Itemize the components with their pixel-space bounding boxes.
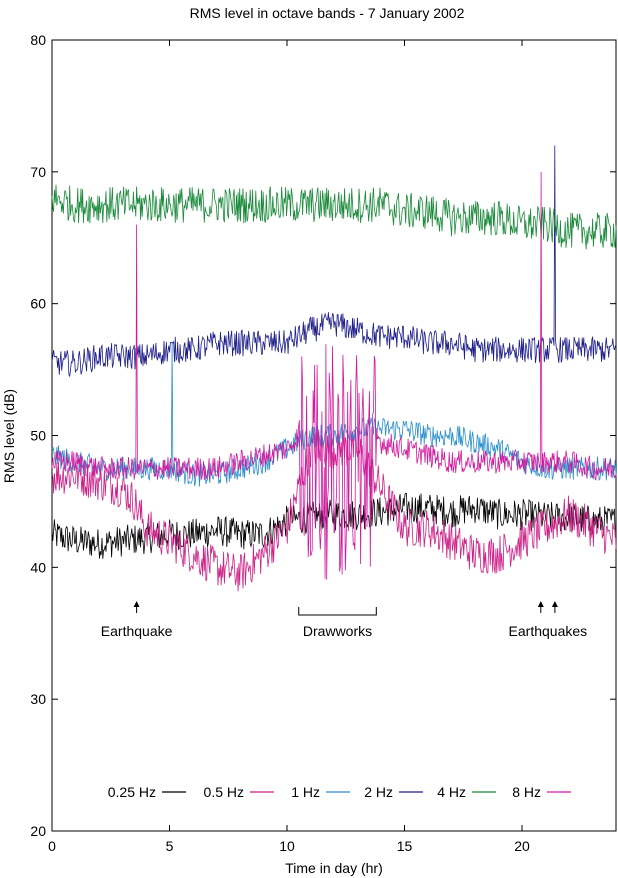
y-tick-label: 20 (30, 823, 46, 839)
annotation-label: Drawworks (303, 623, 372, 639)
annotation-arrowhead (537, 601, 544, 607)
legend-label: 2 Hz (364, 784, 393, 800)
series-layer (51, 145, 617, 592)
series-line-2-hz (51, 145, 617, 378)
y-tick-label: 70 (30, 164, 46, 180)
legend: 0.25 Hz 0.5 Hz 1 Hz 2 Hz 4 Hz 8 Hz (108, 784, 571, 800)
y-tick-label: 30 (30, 691, 46, 707)
plot-area: 0 5 10 15 20 20 30 40 50 60 70 80 Earthquake Drawwo… (30, 32, 617, 854)
x-tick-label: 20 (514, 838, 530, 854)
x-tick-label: 0 (48, 838, 56, 854)
annotation-label: Earthquake (101, 623, 173, 639)
y-tick-label: 80 (30, 32, 46, 48)
x-tick-label: 10 (279, 838, 295, 854)
y-tick-label: 60 (30, 296, 46, 312)
legend-label: 0.5 Hz (204, 784, 244, 800)
chart-title: RMS level in octave bands - 7 January 20… (190, 5, 465, 21)
series-line-0-5-hz (51, 428, 617, 592)
y-tick-label: 40 (30, 559, 46, 575)
y-tick-label: 50 (30, 428, 46, 444)
legend-label: 0.25 Hz (108, 784, 156, 800)
legend-label: 1 Hz (291, 784, 320, 800)
x-tick-label: 15 (397, 838, 413, 854)
annotation-arrowhead (133, 601, 140, 607)
series-line-8-hz (51, 171, 617, 580)
legend-label: 4 Hz (437, 784, 466, 800)
legend-label: 8 Hz (512, 784, 541, 800)
annotation-arrowhead (551, 601, 558, 607)
y-axis-ticks: 20 30 40 50 60 70 80 (30, 32, 616, 839)
annotation-bracket (298, 607, 377, 616)
x-tick-label: 5 (166, 838, 174, 854)
series-line-4-hz (51, 184, 617, 250)
annotation-layer: Earthquake Drawworks Earthquakes (101, 601, 587, 639)
y-axis-label: RMS level (dB) (1, 389, 17, 483)
x-axis-ticks: 0 5 10 15 20 (48, 40, 530, 854)
annotation-label: Earthquakes (509, 623, 588, 639)
x-axis-label: Time in day (hr) (285, 860, 383, 876)
